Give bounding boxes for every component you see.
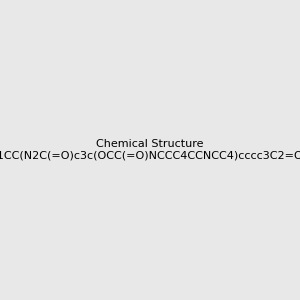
Text: Chemical Structure
O=C1CC(N2C(=O)c3c(OCC(=O)NCCC4CCNCC4)cccc3C2=O)C(=: Chemical Structure O=C1CC(N2C(=O)c3c(OCC… xyxy=(0,139,300,161)
